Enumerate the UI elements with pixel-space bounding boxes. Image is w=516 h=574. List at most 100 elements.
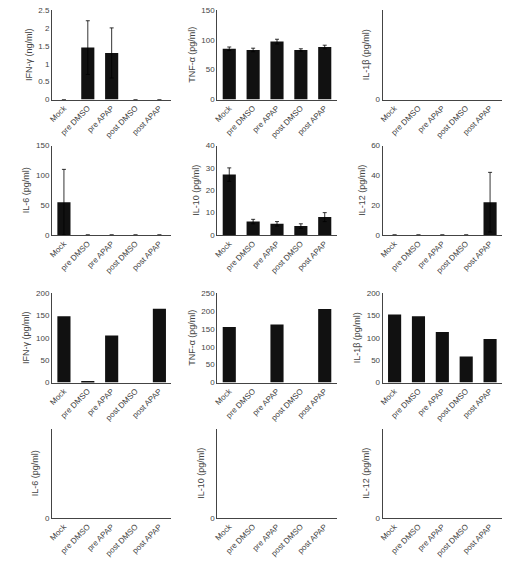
svg-text:Mock: Mock <box>214 239 235 260</box>
svg-text:pre APAP: pre APAP <box>416 239 446 269</box>
svg-text:50: 50 <box>40 201 49 210</box>
svg-text:100: 100 <box>201 36 215 45</box>
svg-text:pre APAP: pre APAP <box>85 522 115 552</box>
svg-text:40: 40 <box>371 171 380 180</box>
svg-text:IL-6 (pg/ml): IL-6 (pg/ml) <box>30 450 40 496</box>
svg-text:IL-1β (pg/ml): IL-1β (pg/ml) <box>352 312 362 363</box>
svg-text:100: 100 <box>36 334 50 343</box>
svg-text:40: 40 <box>206 141 215 150</box>
svg-text:200: 200 <box>367 289 381 298</box>
svg-text:0: 0 <box>210 95 215 104</box>
svg-text:pre DMSO: pre DMSO <box>224 387 257 420</box>
svg-text:pre DMSO: pre DMSO <box>390 522 423 555</box>
svg-text:post DMSO: post DMSO <box>270 239 306 275</box>
svg-text:pre APAP: pre APAP <box>251 239 281 269</box>
svg-text:TNF-α (pg/ml): TNF-α (pg/ml) <box>187 310 197 366</box>
svg-text:100: 100 <box>36 171 50 180</box>
svg-text:0.5: 0.5 <box>38 77 50 86</box>
svg-text:IL-10 (pg/ml): IL-10 (pg/ml) <box>196 448 206 499</box>
svg-text:pre APAP: pre APAP <box>416 522 446 552</box>
svg-text:2.5: 2.5 <box>38 6 50 15</box>
svg-text:Mock: Mock <box>48 522 69 543</box>
svg-text:150: 150 <box>201 325 215 334</box>
svg-text:50: 50 <box>206 360 215 369</box>
svg-text:0: 0 <box>376 378 381 387</box>
svg-text:post DMSO: post DMSO <box>104 104 140 140</box>
svg-text:pre DMSO: pre DMSO <box>224 239 257 272</box>
svg-text:2: 2 <box>45 24 50 33</box>
svg-text:pre APAP: pre APAP <box>85 104 115 134</box>
svg-text:200: 200 <box>36 289 50 298</box>
svg-text:IL-6 (pg/ml): IL-6 (pg/ml) <box>21 167 31 213</box>
svg-text:post DMSO: post DMSO <box>435 239 471 275</box>
svg-text:pre APAP: pre APAP <box>251 104 281 134</box>
svg-text:Mock: Mock <box>48 386 69 407</box>
svg-text:1: 1 <box>45 60 50 69</box>
svg-text:Mock: Mock <box>48 103 69 124</box>
svg-text:pre APAP: pre APAP <box>85 387 115 417</box>
svg-text:post APAP: post APAP <box>296 239 329 272</box>
svg-text:pre APAP: pre APAP <box>416 104 446 134</box>
svg-text:Mock: Mock <box>379 103 400 124</box>
svg-text:0: 0 <box>45 231 50 240</box>
svg-text:0: 0 <box>210 378 215 387</box>
svg-text:0: 0 <box>45 514 50 523</box>
svg-text:Mock: Mock <box>48 239 69 260</box>
svg-text:0: 0 <box>45 95 50 104</box>
svg-text:post APAP: post APAP <box>131 387 164 420</box>
svg-text:Mock: Mock <box>379 239 400 260</box>
svg-text:250: 250 <box>201 289 215 298</box>
svg-text:post DMSO: post DMSO <box>104 239 140 275</box>
svg-text:0: 0 <box>210 231 215 240</box>
svg-text:1.5: 1.5 <box>38 42 50 51</box>
svg-text:pre APAP: pre APAP <box>416 387 446 417</box>
svg-text:pre DMSO: pre DMSO <box>59 387 92 420</box>
svg-text:post APAP: post APAP <box>461 239 494 272</box>
svg-text:post DMSO: post DMSO <box>270 104 306 140</box>
svg-text:60: 60 <box>371 141 380 150</box>
svg-text:post DMSO: post DMSO <box>270 522 306 558</box>
svg-text:pre DMSO: pre DMSO <box>59 522 92 555</box>
svg-text:150: 150 <box>36 141 50 150</box>
svg-text:20: 20 <box>206 186 215 195</box>
svg-text:IL-12 (pg/ml): IL-12 (pg/ml) <box>361 448 371 499</box>
svg-text:Mock: Mock <box>379 386 400 407</box>
svg-text:pre APAP: pre APAP <box>251 522 281 552</box>
svg-text:post APAP: post APAP <box>461 387 494 420</box>
svg-text:pre DMSO: pre DMSO <box>224 522 257 555</box>
svg-text:150: 150 <box>367 311 381 320</box>
svg-text:post DMSO: post DMSO <box>104 522 140 558</box>
svg-text:IL-12 (pg/ml): IL-12 (pg/ml) <box>357 165 367 216</box>
svg-text:0: 0 <box>376 231 381 240</box>
svg-text:50: 50 <box>40 356 49 365</box>
svg-text:post APAP: post APAP <box>131 239 164 272</box>
svg-text:pre APAP: pre APAP <box>251 387 281 417</box>
svg-text:pre DMSO: pre DMSO <box>390 239 423 272</box>
svg-text:Mock: Mock <box>214 522 235 543</box>
svg-text:IL-1β (pg/ml): IL-1β (pg/ml) <box>361 29 371 80</box>
svg-text:post APAP: post APAP <box>296 387 329 420</box>
svg-text:pre DMSO: pre DMSO <box>59 239 92 272</box>
svg-text:post APAP: post APAP <box>461 104 494 137</box>
svg-text:post DMSO: post DMSO <box>435 522 471 558</box>
svg-text:IL-10 (pg/ml): IL-10 (pg/ml) <box>191 165 201 216</box>
svg-text:post DMSO: post DMSO <box>270 387 306 423</box>
svg-text:IFN-γ (ng/ml): IFN-γ (ng/ml) <box>24 28 34 81</box>
svg-text:post DMSO: post DMSO <box>435 387 471 423</box>
svg-text:0: 0 <box>376 95 381 104</box>
svg-text:100: 100 <box>367 334 381 343</box>
svg-text:post APAP: post APAP <box>131 522 164 555</box>
svg-text:pre APAP: pre APAP <box>85 239 115 269</box>
svg-text:post APAP: post APAP <box>296 104 329 137</box>
svg-text:TNF-α (pg/ml): TNF-α (pg/ml) <box>187 27 197 83</box>
svg-text:pre DMSO: pre DMSO <box>59 104 92 137</box>
svg-text:Mock: Mock <box>214 103 235 124</box>
svg-text:0: 0 <box>210 514 215 523</box>
svg-text:150: 150 <box>36 311 50 320</box>
svg-text:200: 200 <box>201 307 215 316</box>
svg-text:0: 0 <box>376 514 381 523</box>
svg-text:pre DMSO: pre DMSO <box>224 104 257 137</box>
svg-text:post APAP: post APAP <box>461 522 494 555</box>
svg-text:post APAP: post APAP <box>131 104 164 137</box>
svg-text:post APAP: post APAP <box>296 522 329 555</box>
